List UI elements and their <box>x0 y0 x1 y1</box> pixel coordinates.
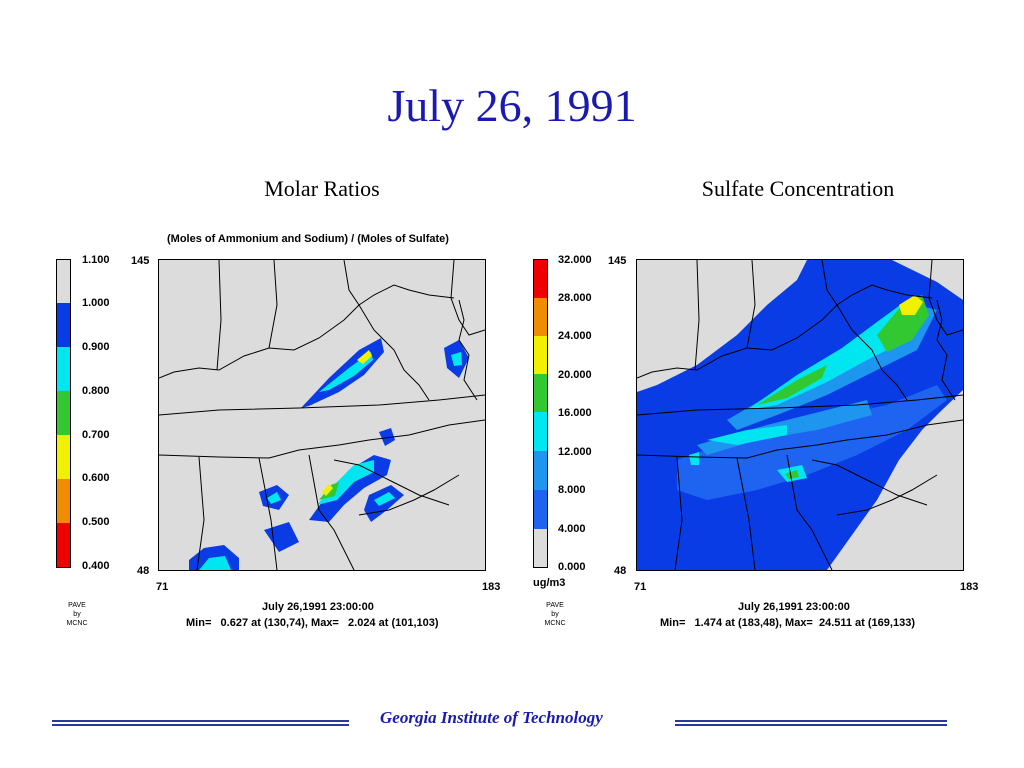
min-max-readout: Min= 0.627 at (130,74), Max= 2.024 at (1… <box>186 617 439 629</box>
footer-institution: Georgia Institute of Technology <box>380 708 603 727</box>
molar-ratios-color-legend <box>56 259 71 568</box>
molar-ratios-heading: Molar Ratios <box>264 176 380 201</box>
pave-credit: PAVE by MCNC <box>540 601 570 628</box>
ratio-field <box>319 352 373 392</box>
sulfate-concentration-heading: Sulfate Concentration <box>701 176 895 201</box>
legend-swatch <box>534 490 547 529</box>
sulfate-map <box>636 259 964 571</box>
ratio-field <box>374 492 395 506</box>
legend-label: 8.000 <box>558 484 586 496</box>
legend-label: 0.400 <box>82 560 110 572</box>
y-axis-top-label: 145 <box>131 255 150 267</box>
ratio-field <box>379 428 395 446</box>
legend-label: 0.900 <box>82 341 110 353</box>
concentration-field <box>689 452 699 465</box>
state-boundaries <box>159 260 485 570</box>
credit-line: PAVE <box>546 602 564 609</box>
legend-swatch <box>534 374 547 412</box>
slide-title: July 26, 1991 <box>387 80 637 131</box>
legend-label: 0.600 <box>82 472 110 484</box>
legend-swatch <box>534 451 547 490</box>
concentration-field <box>707 425 787 445</box>
concentration-field <box>747 300 927 410</box>
x-axis-right-label: 183 <box>482 581 501 593</box>
legend-swatch <box>57 391 70 435</box>
y-axis-bottom-label: 48 <box>614 565 627 577</box>
legend-label: 0.800 <box>82 385 110 397</box>
legend-swatch <box>57 260 70 303</box>
legend-swatch <box>57 479 70 523</box>
concentration-field <box>899 295 923 315</box>
legend-swatch <box>534 412 547 451</box>
ratio-field <box>301 338 384 408</box>
footer-rule-right <box>675 720 947 728</box>
x-axis-left-label: 71 <box>156 581 169 593</box>
legend-label: 16.000 <box>558 407 592 419</box>
legend-swatch <box>534 298 547 336</box>
credit-line: PAVE <box>68 602 86 609</box>
legend-label: 1.100 <box>82 254 110 266</box>
legend-label: 0.000 <box>558 561 586 573</box>
legend-swatch <box>534 529 547 567</box>
state-boundaries <box>637 260 963 570</box>
ratio-field <box>357 350 372 364</box>
pave-credit: PAVE by MCNC <box>62 601 92 628</box>
ratio-field <box>267 492 281 504</box>
x-axis-right-label: 183 <box>960 581 979 593</box>
x-axis-left-label: 71 <box>634 581 647 593</box>
footer-rule-left <box>52 720 349 728</box>
molar-ratios-map <box>158 259 486 571</box>
concentration-field <box>827 390 963 570</box>
y-axis-top-label: 145 <box>608 255 627 267</box>
legend-swatch <box>57 435 70 479</box>
legend-label: 20.000 <box>558 369 592 381</box>
concentration-field <box>757 365 827 405</box>
legend-swatch <box>57 303 70 347</box>
ratio-field <box>451 352 462 366</box>
y-axis-bottom-label: 48 <box>137 565 150 577</box>
concentration-field <box>892 260 963 300</box>
legend-label: 0.700 <box>82 429 110 441</box>
legend-unit: ug/m3 <box>533 577 566 589</box>
ratio-field <box>264 522 299 552</box>
legend-swatch <box>534 260 547 298</box>
min-max-readout: Min= 1.474 at (183,48), Max= 24.511 at (… <box>660 617 915 629</box>
map-timestamp: July 26,1991 23:00:00 <box>738 601 850 613</box>
legend-swatch <box>534 336 547 374</box>
concentration-field <box>677 385 947 500</box>
credit-line: MCNC <box>66 620 88 627</box>
molar-ratios-subtitle: (Moles of Ammonium and Sodium) / (Moles … <box>167 233 449 245</box>
map-timestamp: July 26,1991 23:00:00 <box>262 601 374 613</box>
concentration-field <box>637 260 807 392</box>
legend-label: 1.000 <box>82 297 110 309</box>
legend-label: 4.000 <box>558 523 586 535</box>
credit-line: by <box>73 611 81 618</box>
legend-label: 28.000 <box>558 292 592 304</box>
ratio-field <box>199 556 231 570</box>
legend-label: 0.500 <box>82 516 110 528</box>
credit-line: by <box>551 611 559 618</box>
legend-label: 24.000 <box>558 330 592 342</box>
legend-label: 32.000 <box>558 254 592 266</box>
ratio-field <box>322 484 333 496</box>
legend-swatch <box>57 523 70 567</box>
concentration-field <box>785 470 799 479</box>
credit-line: MCNC <box>544 620 566 627</box>
legend-label: 12.000 <box>558 446 592 458</box>
legend-swatch <box>57 347 70 391</box>
sulfate-color-legend <box>533 259 548 568</box>
